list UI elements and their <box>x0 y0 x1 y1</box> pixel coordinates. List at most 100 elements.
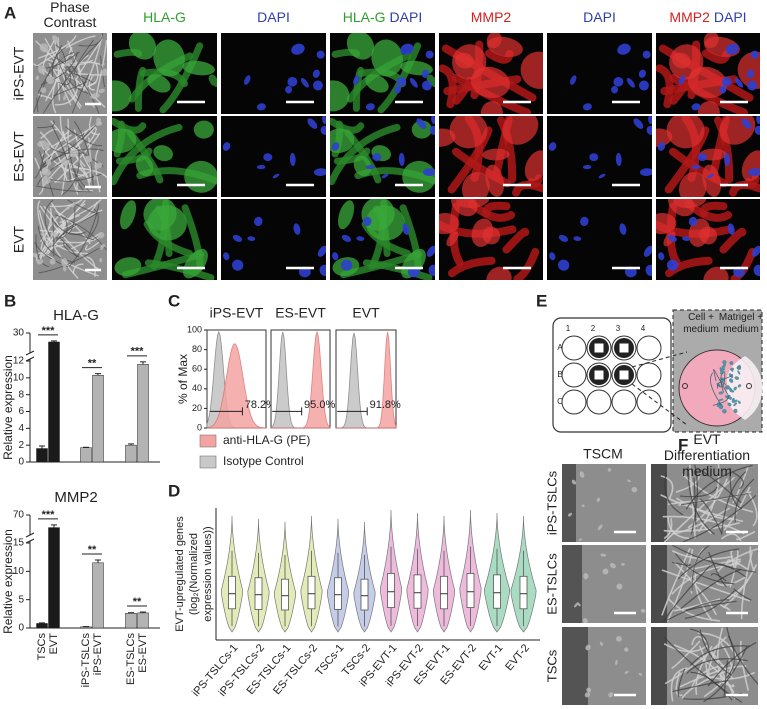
cell <box>69 149 79 158</box>
cell <box>285 85 292 94</box>
process <box>46 244 67 252</box>
bar <box>80 447 92 463</box>
header-part: DAPI <box>583 9 616 25</box>
process <box>673 561 717 615</box>
iqr-box <box>334 577 342 610</box>
cell <box>272 173 280 179</box>
iqr-box <box>519 575 528 610</box>
panel-label: E <box>536 291 547 310</box>
process <box>53 126 96 169</box>
cell <box>615 152 622 166</box>
y-tick-label: 4 <box>18 423 24 434</box>
cell <box>120 200 137 230</box>
process <box>37 51 75 94</box>
cell <box>46 75 54 84</box>
cell <box>616 583 623 590</box>
micrograph <box>547 33 652 114</box>
cell <box>330 80 350 112</box>
cell <box>365 164 375 170</box>
micrograph <box>439 199 543 280</box>
cell <box>703 266 729 280</box>
cell <box>697 101 720 114</box>
process <box>38 35 77 59</box>
cell <box>40 87 47 94</box>
column-header: Phase Contrast <box>43 0 97 30</box>
bar <box>92 375 104 463</box>
cell <box>61 158 69 166</box>
process <box>54 86 79 106</box>
process <box>482 201 511 218</box>
micrograph <box>112 33 217 114</box>
cell <box>45 158 52 166</box>
process <box>714 575 748 587</box>
cell <box>599 641 604 646</box>
column-header: HLA-G DAPI <box>343 9 422 25</box>
cell <box>291 43 305 55</box>
y-tick-label: 0 <box>18 623 24 634</box>
process <box>330 117 365 134</box>
cell <box>182 60 215 76</box>
process <box>677 668 686 697</box>
process <box>64 262 99 277</box>
plate-column: 2 <box>591 324 596 333</box>
cell <box>244 75 251 85</box>
diagram-label: Matrigel + medium <box>718 312 764 335</box>
process <box>73 39 94 74</box>
well <box>636 335 662 361</box>
bar <box>137 364 149 463</box>
process <box>159 42 204 114</box>
cell <box>147 74 171 93</box>
cell <box>607 468 612 472</box>
process <box>37 225 75 264</box>
cell <box>570 75 577 85</box>
cell <box>639 80 649 91</box>
process <box>661 547 691 616</box>
cell <box>153 39 185 77</box>
cell <box>222 142 231 151</box>
panel-label: A <box>4 3 16 22</box>
cell <box>451 199 478 217</box>
header-part: DAPI <box>257 9 290 25</box>
cell <box>733 402 738 407</box>
process <box>44 199 54 238</box>
cell <box>576 602 581 607</box>
cell <box>91 73 97 77</box>
column-header: MMP2 <box>471 9 512 25</box>
process <box>699 201 728 218</box>
micrograph <box>439 116 543 197</box>
process <box>691 635 708 646</box>
iqr-box <box>387 573 395 609</box>
process <box>84 241 100 251</box>
micrograph <box>651 545 758 623</box>
process <box>78 33 104 47</box>
cell <box>247 236 256 241</box>
micrograph <box>547 199 652 280</box>
cell <box>446 231 459 247</box>
cell <box>666 259 679 271</box>
process <box>672 507 731 535</box>
chart-title: HLA-G <box>53 307 99 324</box>
column-header: DAPI <box>583 9 616 25</box>
cell <box>734 376 740 380</box>
cell <box>721 365 725 371</box>
column-header: MMP2 DAPI <box>669 9 746 25</box>
y-axis-label: % of Max <box>176 354 190 404</box>
cell <box>600 553 607 557</box>
chart-title: MMP2 <box>54 489 97 506</box>
cell <box>322 116 326 125</box>
micrograph <box>439 33 543 114</box>
cell <box>730 368 734 372</box>
process <box>713 369 717 382</box>
cell <box>582 103 592 111</box>
y-tick-label: 8 <box>18 389 24 400</box>
cell <box>753 264 760 277</box>
cell <box>232 234 243 242</box>
cell <box>639 168 652 176</box>
process <box>723 486 751 531</box>
bar <box>36 623 48 629</box>
cell <box>729 361 734 366</box>
iqr-box <box>307 575 316 610</box>
process <box>74 169 90 192</box>
bar <box>125 613 137 629</box>
cell <box>254 216 263 227</box>
